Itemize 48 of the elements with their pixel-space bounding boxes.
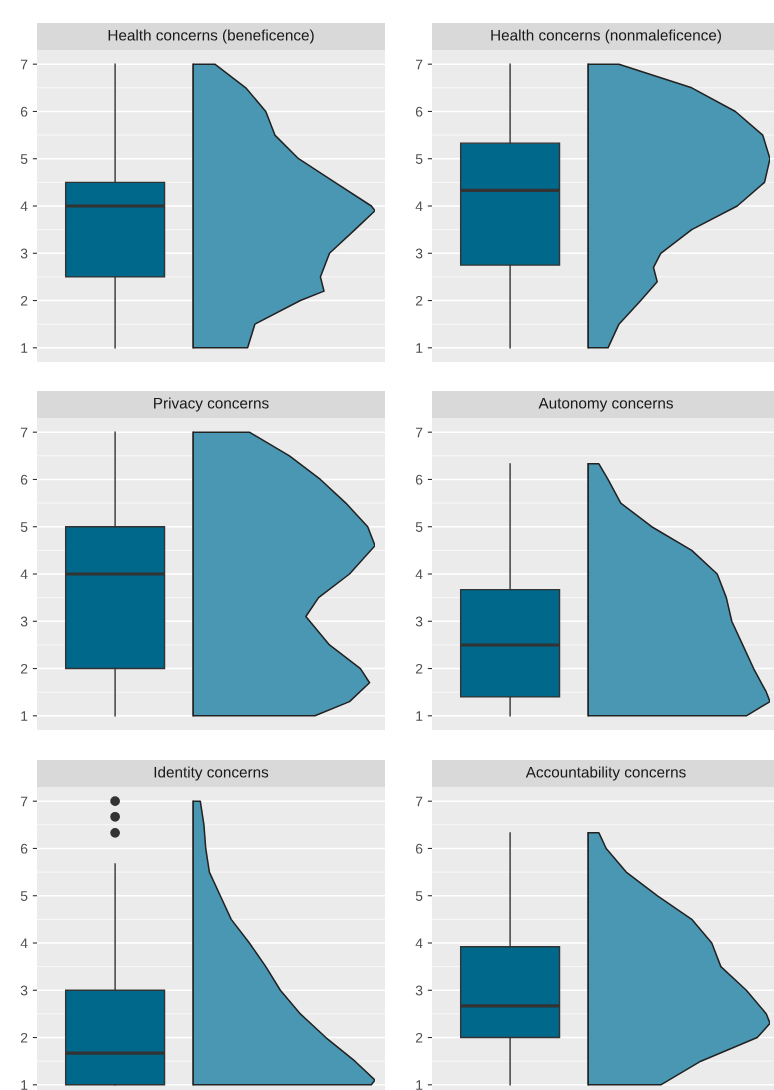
y-tick-label: 5 — [415, 522, 423, 532]
y-tick-label: 3 — [415, 985, 423, 996]
y-tick-label: 7 — [415, 427, 423, 438]
y-tick-label: 7 — [415, 59, 423, 70]
y-tick-label: 6 — [20, 474, 28, 485]
y-tick-label: 2 — [415, 295, 423, 306]
y-tick-label: 3 — [20, 248, 28, 259]
y-tick-label: 4 — [415, 938, 423, 949]
text: Health concerns (nonmaleficence) — [491, 29, 721, 44]
y-tick-label: 6 — [415, 474, 423, 485]
y-tick-label: 7 — [415, 796, 423, 807]
y-tick-label: 3 — [415, 248, 423, 259]
y-tick-label: 1 — [416, 711, 423, 721]
y-tick-label: 1 — [21, 343, 28, 353]
text: Autonomy concerns — [538, 397, 673, 412]
y-tick-label: 6 — [20, 843, 28, 854]
y-tick-label: 2 — [20, 1032, 28, 1043]
y-tick-label: 5 — [20, 522, 28, 532]
y-tick-label: 1 — [416, 343, 423, 353]
chart-title: Privacy concerns — [154, 397, 269, 412]
y-tick-label: 4 — [20, 938, 28, 949]
y-tick-label: 7 — [20, 427, 28, 438]
y-tick-label: 3 — [20, 616, 28, 627]
y-tick-label: 4 — [415, 569, 423, 580]
y-tick-label: 1 — [21, 1080, 28, 1090]
y-tick-label: 5 — [20, 154, 28, 164]
y-tick-label: 4 — [20, 569, 28, 580]
y-tick-label: 1 — [416, 1080, 423, 1090]
y-tick-label: 1 — [21, 711, 28, 721]
y-tick-label: 4 — [20, 201, 28, 212]
y-tick-label: 5 — [415, 891, 423, 901]
y-tick-label: 3 — [20, 985, 28, 996]
chart-title: Health concerns (beneficence) — [108, 29, 314, 44]
chart-title: Identity concerns — [154, 766, 269, 781]
y-tick-label: 3 — [415, 616, 423, 627]
y-tick-label: 2 — [415, 1032, 423, 1043]
y-tick-label: 2 — [415, 663, 423, 674]
y-tick-label: 5 — [20, 891, 28, 901]
y-tick-label: 2 — [20, 295, 28, 306]
y-tick-label: 4 — [415, 201, 423, 212]
y-tick-label: 7 — [20, 796, 28, 807]
y-tick-label: 7 — [20, 59, 28, 70]
y-tick-label: 2 — [20, 663, 28, 674]
y-tick-label: 6 — [415, 843, 423, 854]
y-tick-label: 6 — [20, 106, 28, 117]
y-tick-label: 6 — [415, 106, 423, 117]
text: Accountability concerns — [525, 766, 686, 781]
y-tick-label: 5 — [415, 154, 423, 164]
